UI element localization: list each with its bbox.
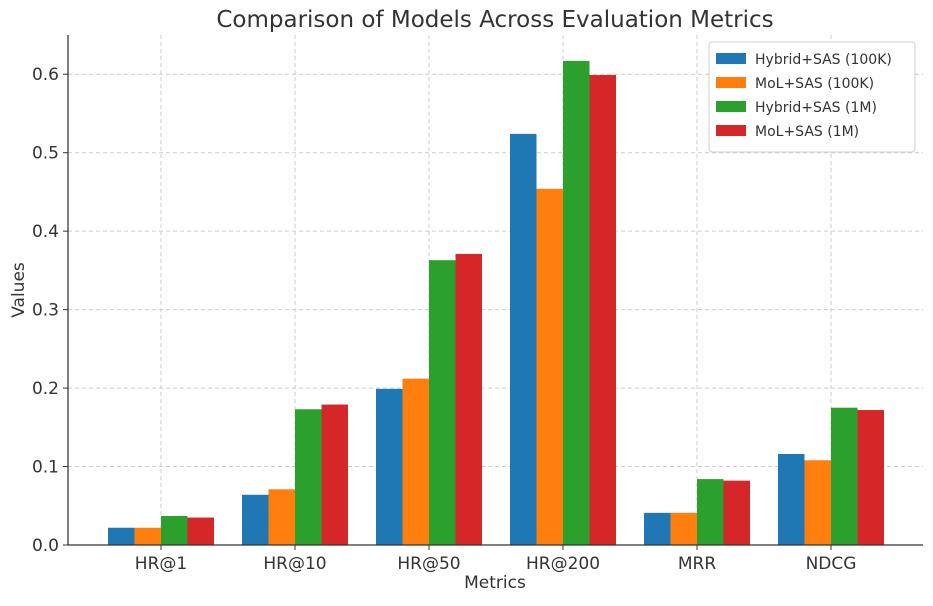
- bar: [589, 75, 616, 545]
- bar: [510, 133, 537, 545]
- legend-label: Hybrid+SAS (100K): [755, 52, 892, 68]
- bar: [536, 188, 563, 546]
- x-tick-label: MRR: [678, 554, 716, 574]
- bars: [108, 60, 884, 546]
- bar: [455, 253, 482, 545]
- legend-swatch: [716, 77, 746, 88]
- legend-box: [708, 41, 916, 153]
- y-ticks: 0.0 0.1 0.2 0.3 0.4 0.5 0.6: [32, 65, 68, 556]
- bar: [295, 409, 322, 545]
- legend-label: Hybrid+SAS (1M): [755, 100, 877, 116]
- bar: [268, 489, 295, 545]
- bar: [697, 479, 724, 545]
- legend-swatch: [716, 101, 746, 112]
- legend: Hybrid+SAS (100K) MoL+SAS (100K) Hybrid+SA…: [708, 41, 916, 153]
- x-tick-label: NDCG: [806, 554, 857, 574]
- grid: [68, 35, 923, 546]
- bar: [831, 407, 858, 545]
- bar: [563, 60, 590, 546]
- legend-swatch: [716, 53, 746, 64]
- bar: [134, 527, 161, 545]
- bar: [402, 378, 429, 545]
- x-ticks: HR@1 HR@10 HR@50 HR@200 MRR NDCG: [135, 545, 857, 574]
- y-tick-label: 0.5: [32, 144, 59, 164]
- bar: [857, 410, 884, 545]
- y-axis-label: Values: [9, 262, 29, 318]
- bar: [644, 512, 671, 545]
- bar: [376, 388, 403, 545]
- bar: [670, 512, 697, 545]
- bar: [108, 527, 135, 545]
- bar: [429, 260, 456, 545]
- y-tick-label: 0.1: [32, 458, 59, 478]
- x-tick-label: HR@10: [263, 554, 326, 574]
- y-tick-label: 0.2: [32, 379, 59, 399]
- x-axis-label: Metrics: [464, 573, 526, 593]
- bar: [187, 517, 214, 545]
- bar: [242, 494, 269, 545]
- chart-title: Comparison of Models Across Evaluation M…: [216, 7, 773, 33]
- y-tick-label: 0.0: [32, 536, 59, 556]
- bar: [723, 480, 750, 545]
- bar: [804, 460, 831, 545]
- y-tick-label: 0.6: [32, 65, 59, 85]
- y-tick-label: 0.3: [32, 301, 59, 321]
- bar: [778, 453, 805, 545]
- bar: [161, 515, 188, 545]
- x-tick-label: HR@50: [397, 554, 460, 574]
- legend-swatch: [716, 125, 746, 136]
- x-tick-label: HR@200: [526, 554, 600, 574]
- bar: [321, 404, 348, 545]
- legend-label: MoL+SAS (1M): [755, 124, 859, 140]
- axes: [67, 35, 923, 546]
- y-tick-label: 0.4: [32, 222, 59, 242]
- legend-label: MoL+SAS (100K): [755, 76, 874, 92]
- x-tick-label: HR@1: [135, 554, 187, 574]
